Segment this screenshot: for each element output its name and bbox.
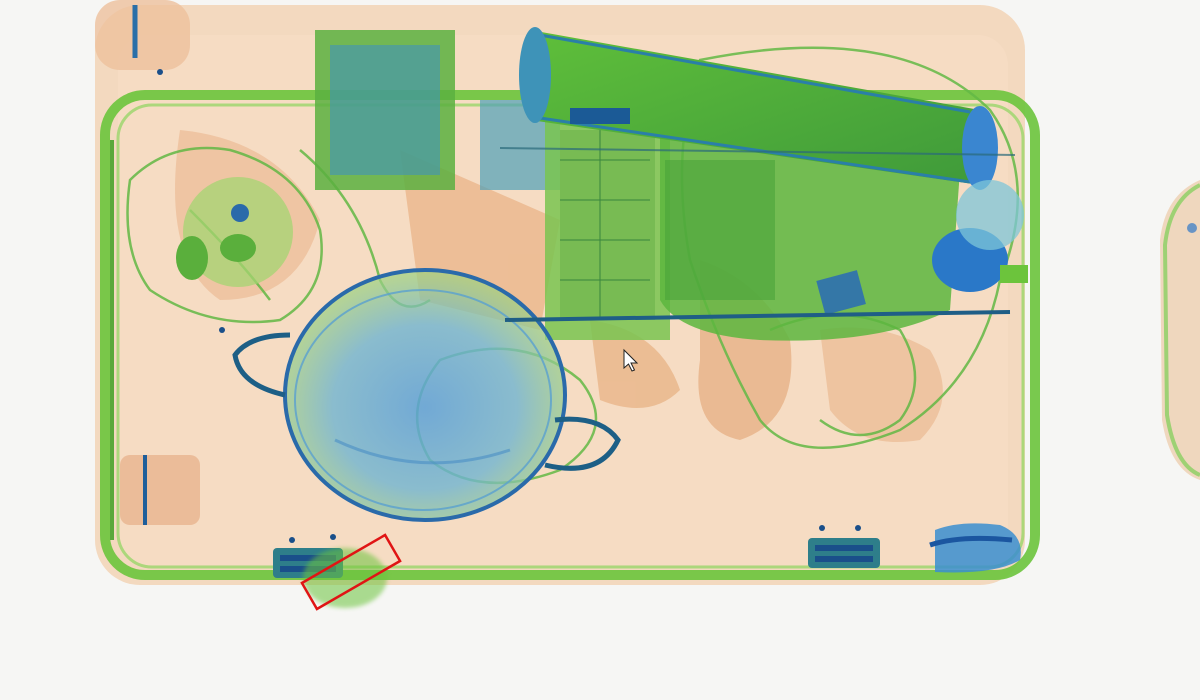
cylinder-flashlight xyxy=(519,27,998,190)
adjacent-bag-edge xyxy=(1160,180,1200,480)
metal-rod xyxy=(504,310,1011,322)
hinge xyxy=(808,538,880,568)
round-object xyxy=(176,177,293,287)
dense-cylinder xyxy=(932,180,1028,292)
arrow-cursor-icon xyxy=(623,348,639,372)
threat-marker xyxy=(300,533,402,611)
pan xyxy=(232,268,621,522)
